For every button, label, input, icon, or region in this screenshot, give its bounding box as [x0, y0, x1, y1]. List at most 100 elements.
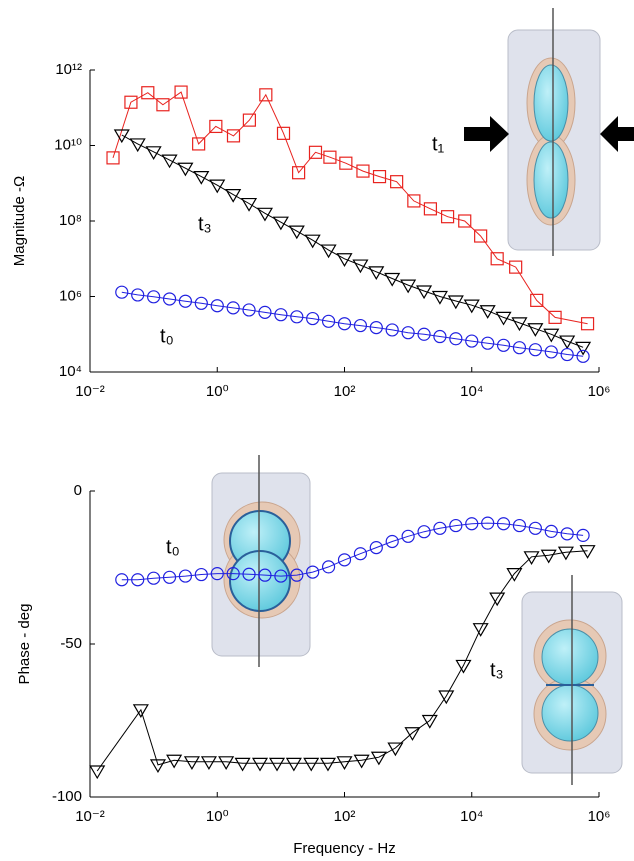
marker: [580, 317, 595, 331]
marker: [449, 518, 463, 533]
marker: [440, 210, 455, 224]
marker: [401, 529, 415, 543]
marker: [192, 137, 206, 151]
marker: [506, 568, 523, 582]
marker: [288, 225, 305, 240]
marker: [303, 757, 320, 772]
marker: [320, 244, 337, 259]
marker: [178, 569, 193, 583]
marker: [455, 659, 472, 674]
marker: [161, 154, 178, 169]
marker: [421, 714, 438, 729]
marker: [147, 571, 161, 585]
y-tick-label: 10⁴: [59, 363, 82, 380]
marker: [559, 335, 576, 350]
marker: [433, 329, 447, 344]
marker: [308, 145, 323, 159]
marker: [210, 567, 224, 581]
marker: [433, 521, 447, 535]
marker: [319, 757, 337, 772]
marker: [369, 541, 383, 555]
marker: [370, 751, 387, 766]
marker: [218, 756, 235, 771]
marker: [512, 341, 527, 355]
x-tick-label: 10⁶: [588, 808, 611, 825]
marker: [226, 129, 241, 143]
marker: [463, 299, 480, 314]
marker: [474, 229, 488, 243]
marker: [431, 290, 448, 305]
marker: [276, 126, 291, 140]
marker: [242, 567, 256, 581]
marker: [523, 551, 540, 565]
marker: [178, 294, 193, 308]
marker: [156, 98, 170, 112]
y-tick-label: 10¹²: [55, 61, 82, 78]
marker: [416, 285, 433, 300]
x-tick-label: 10⁴: [460, 808, 483, 825]
marker: [528, 343, 542, 357]
marker: [147, 290, 161, 304]
y-tick-label: 10⁶: [59, 287, 82, 304]
marker: [336, 756, 353, 771]
marker: [145, 146, 162, 161]
series-line: [121, 134, 584, 348]
marker: [259, 88, 273, 102]
marker: [106, 151, 120, 165]
marker: [540, 549, 557, 564]
marker: [548, 310, 562, 324]
marker: [321, 560, 336, 574]
marker: [285, 757, 302, 772]
cell-icon-t1: [464, 8, 634, 256]
annotation: t₁: [432, 133, 445, 155]
marker: [274, 569, 288, 583]
marker: [258, 305, 272, 319]
marker: [292, 166, 306, 180]
marker: [481, 516, 495, 530]
marker: [404, 727, 421, 741]
marker: [387, 742, 404, 757]
marker: [544, 345, 558, 359]
marker: [560, 527, 574, 541]
marker: [339, 156, 353, 170]
marker: [447, 295, 464, 310]
marker: [337, 553, 352, 567]
marker: [306, 311, 320, 326]
marker: [129, 138, 146, 153]
marker: [557, 546, 574, 561]
marker: [489, 592, 506, 607]
marker: [304, 234, 321, 249]
marker: [240, 197, 258, 212]
x-axis-label: Frequency - Hz: [293, 840, 396, 857]
marker: [576, 528, 590, 542]
marker: [174, 85, 188, 99]
marker: [496, 517, 511, 531]
marker: [356, 164, 370, 178]
marker: [496, 338, 511, 352]
marker: [323, 150, 337, 164]
marker: [226, 301, 240, 315]
x-tick-label: 10²: [334, 808, 356, 825]
marker: [272, 216, 289, 231]
marker: [194, 296, 208, 310]
marker: [353, 547, 368, 561]
marker: [225, 189, 242, 203]
marker: [400, 279, 417, 294]
y-tick-label: -50: [60, 635, 82, 652]
cell-icon-t3: [521, 575, 623, 785]
marker: [194, 567, 208, 582]
marker: [423, 202, 438, 216]
marker: [401, 326, 415, 340]
marker: [353, 318, 368, 333]
annotation: t₃: [198, 213, 212, 235]
y-axis-label: Phase - deg: [16, 604, 33, 685]
marker: [369, 321, 383, 335]
marker: [390, 175, 404, 189]
annotation: t₀: [160, 325, 174, 347]
marker: [113, 129, 130, 144]
y-tick-label: 10¹⁰: [54, 136, 82, 153]
marker: [385, 323, 399, 337]
marker: [242, 303, 256, 317]
marker: [576, 349, 590, 363]
